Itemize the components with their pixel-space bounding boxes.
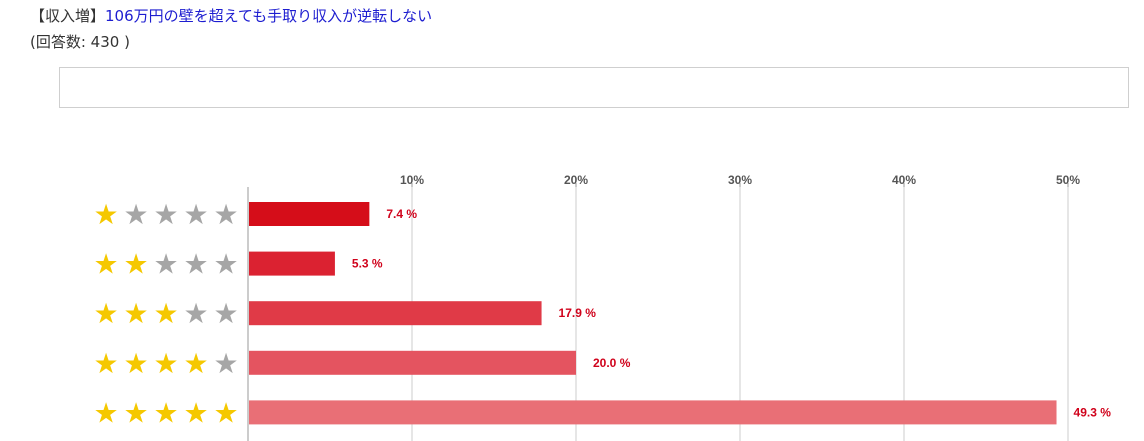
- star-filled-icon: ★: [183, 347, 208, 380]
- bar: [249, 301, 542, 326]
- star-filled-icon: ★: [153, 396, 178, 429]
- star-filled-icon: ★: [93, 297, 118, 330]
- question-tag: 【収入増】: [30, 7, 106, 25]
- bar-value-label: 7.4 %: [386, 207, 417, 221]
- star-empty-icon: ★: [153, 198, 178, 231]
- bar-value-label: 49.3 %: [1074, 405, 1112, 419]
- star-filled-icon: ★: [93, 396, 118, 429]
- grid-lines: [247, 187, 1069, 441]
- star-empty-icon: ★: [183, 248, 208, 281]
- star-filled-icon: ★: [153, 297, 178, 330]
- star-empty-icon: ★: [213, 297, 238, 330]
- star-filled-icon: ★: [93, 198, 118, 231]
- star-empty-icon: ★: [213, 198, 238, 231]
- star-filled-icon: ★: [93, 248, 118, 281]
- bar: [249, 202, 370, 226]
- star-filled-icon: ★: [213, 396, 238, 429]
- bar-value-label: 5.3 %: [352, 257, 383, 271]
- star-empty-icon: ★: [153, 248, 178, 281]
- star-filled-icon: ★: [153, 347, 178, 380]
- empty-panel: [59, 67, 1129, 108]
- x-tick-label: 20%: [564, 173, 588, 187]
- star-empty-icon: ★: [183, 198, 208, 231]
- bar-value-label: 20.0 %: [593, 356, 631, 370]
- respondent-count: (回答数: 430 ): [30, 33, 130, 51]
- star-ratings: ★ ★ ★ ★ ★★ ★ ★ ★ ★★ ★ ★ ★ ★★ ★ ★ ★ ★★ ★ ★ ★ ★: [93, 198, 238, 429]
- question-header: 【収入増】106万円の壁を超えても手取り収入が逆転しない: [30, 6, 432, 26]
- bar: [249, 400, 1057, 425]
- star-empty-icon: ★: [183, 297, 208, 330]
- x-tick-label: 10%: [400, 173, 424, 187]
- star-empty-icon: ★: [213, 347, 238, 380]
- bars: [249, 202, 1057, 425]
- star-filled-icon: ★: [123, 396, 148, 429]
- star-filled-icon: ★: [93, 347, 118, 380]
- value-labels: 7.4 % 5.3 % 17.9 % 20.0 % 49.3 %: [352, 207, 1111, 419]
- star-filled-icon: ★: [183, 396, 208, 429]
- x-tick-label: 40%: [892, 173, 916, 187]
- question-title-link[interactable]: 106万円の壁を超えても手取り収入が逆転しない: [105, 7, 433, 25]
- star-filled-icon: ★: [123, 248, 148, 281]
- bar: [249, 350, 576, 375]
- star-filled-icon: ★: [123, 297, 148, 330]
- star-filled-icon: ★: [123, 347, 148, 380]
- star-empty-icon: ★: [213, 248, 238, 281]
- x-tick-label: 50%: [1056, 173, 1080, 187]
- bar: [249, 251, 335, 276]
- star-empty-icon: ★: [123, 198, 148, 231]
- bar-value-label: 17.9 %: [559, 306, 597, 320]
- x-tick-label: 30%: [728, 173, 752, 187]
- x-axis-ticks: 10% 20% 30% 40% 50%: [400, 173, 1080, 187]
